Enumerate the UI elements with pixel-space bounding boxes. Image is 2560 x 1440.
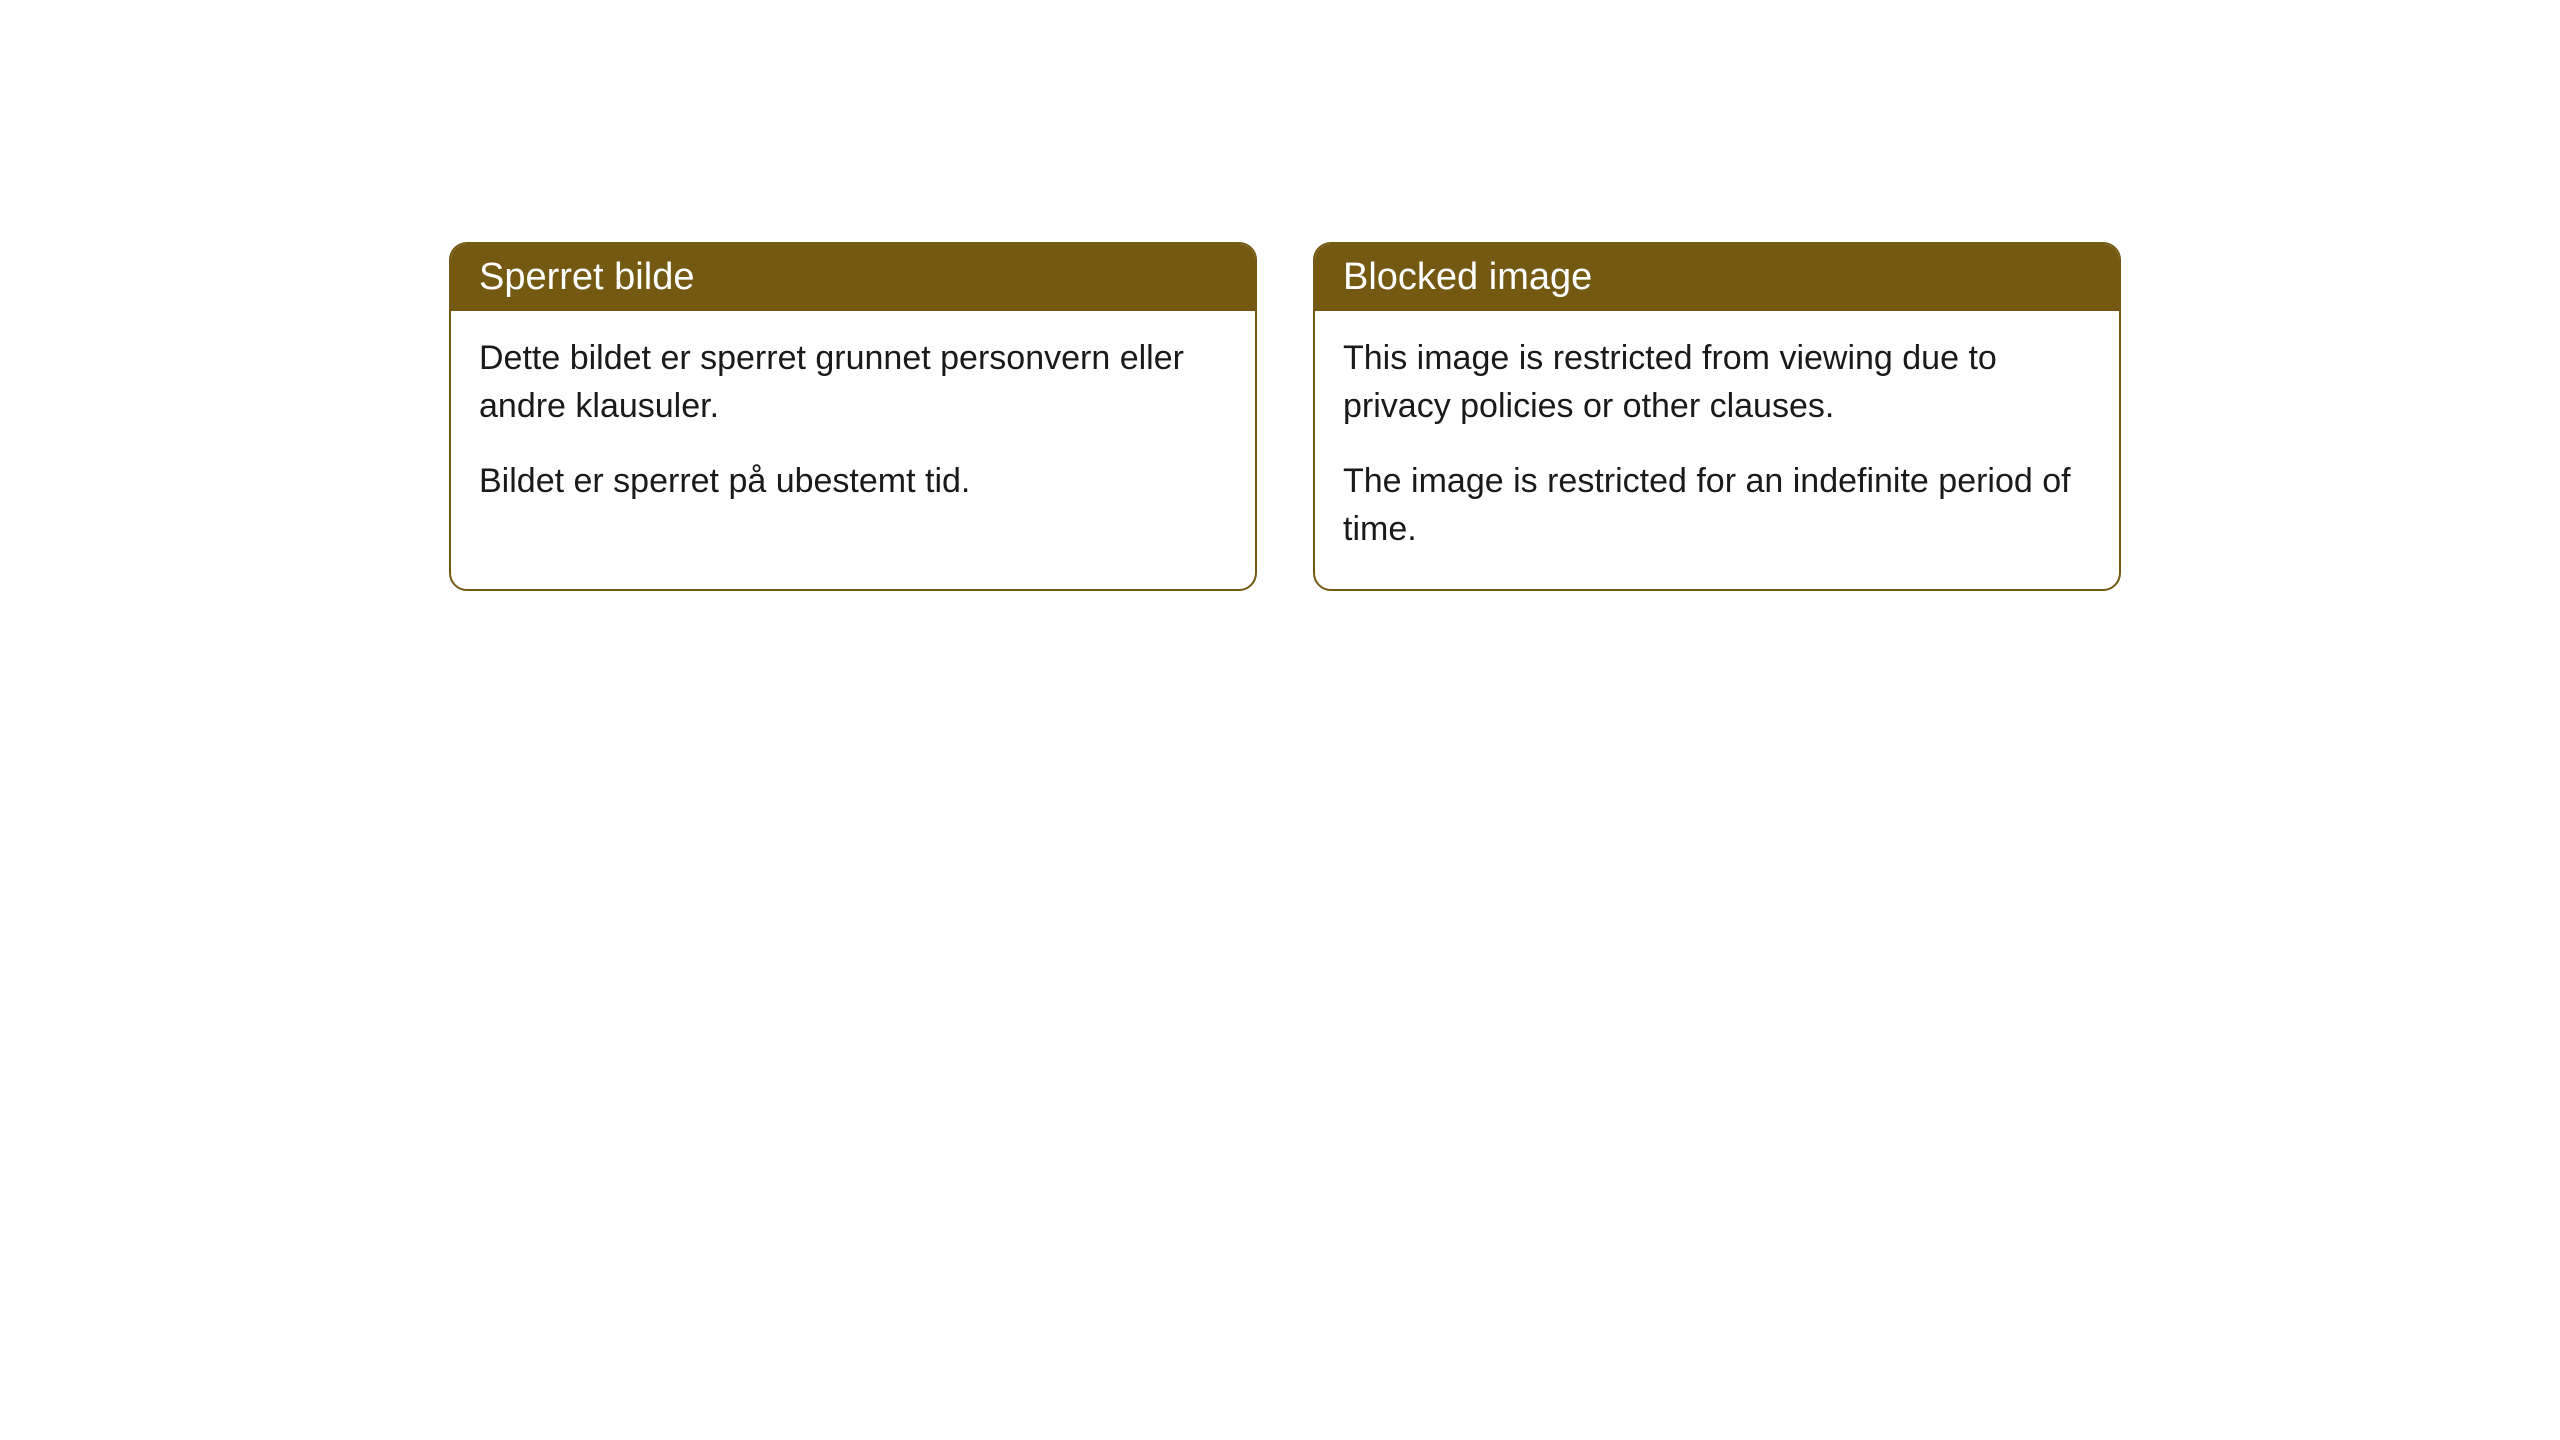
card-paragraph-2-english: The image is restricted for an indefinit… [1343,458,2091,553]
card-paragraph-1-norwegian: Dette bildet er sperret grunnet personve… [479,335,1227,430]
card-header-norwegian: Sperret bilde [451,244,1255,311]
card-header-english: Blocked image [1315,244,2119,311]
blocked-image-card-english: Blocked image This image is restricted f… [1313,242,2121,591]
blocked-image-card-norwegian: Sperret bilde Dette bildet er sperret gr… [449,242,1257,591]
card-body-norwegian: Dette bildet er sperret grunnet personve… [451,311,1255,542]
card-title-norwegian: Sperret bilde [479,256,694,298]
card-paragraph-1-english: This image is restricted from viewing du… [1343,335,2091,430]
notice-cards-container: Sperret bilde Dette bildet er sperret gr… [0,0,2560,591]
card-body-english: This image is restricted from viewing du… [1315,311,2119,589]
card-paragraph-2-norwegian: Bildet er sperret på ubestemt tid. [479,458,1227,506]
card-title-english: Blocked image [1343,256,1592,298]
